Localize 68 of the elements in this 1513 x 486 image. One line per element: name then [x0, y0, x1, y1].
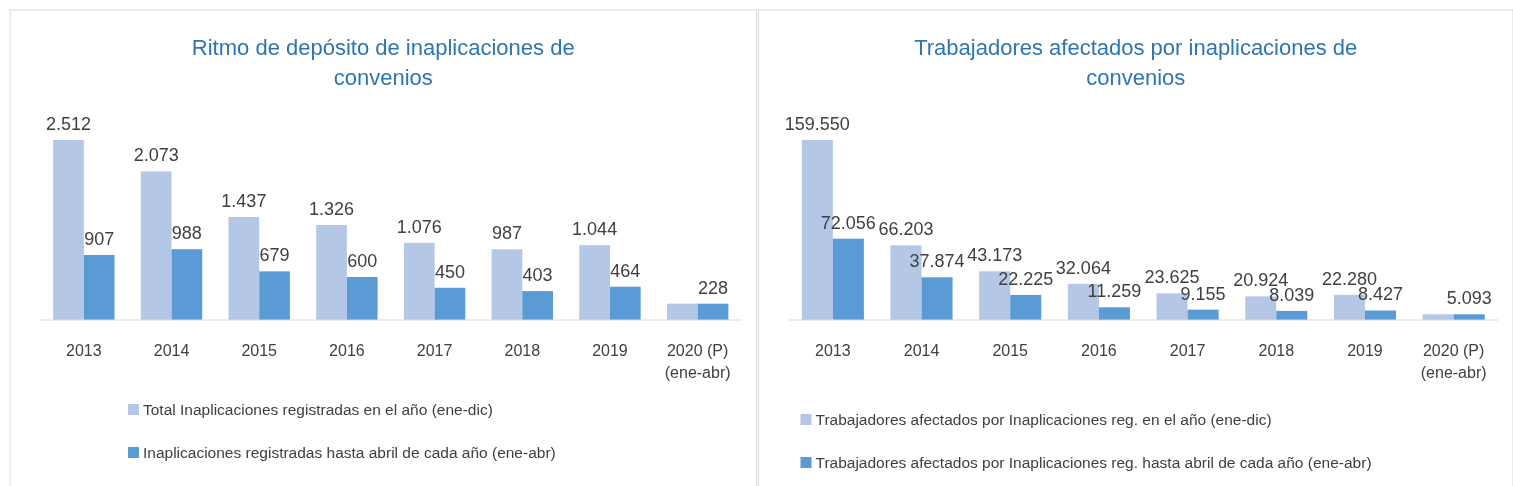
bar — [491, 249, 523, 320]
bar — [434, 287, 466, 320]
bar — [171, 249, 203, 320]
bar — [346, 277, 378, 320]
data-label: 464 — [610, 260, 641, 281]
data-label: 159.550 — [784, 114, 850, 134]
x-tick-label: 2015 — [992, 342, 1029, 359]
chart-title: Trabajadores afectados por inaplicaciones de convenios — [914, 35, 1358, 90]
x-tick-label: 2020 (P) (ene-abr) — [1420, 342, 1487, 381]
legend-label: Inaplicaciones registradas hasta abril de cada año (ene-abr) — [143, 444, 556, 461]
bar — [522, 291, 553, 320]
data-label: 1.076 — [396, 216, 442, 237]
legend-label: Total Inaplicaciones registradas en el año (ene-dic) — [143, 401, 493, 418]
data-label: 1.326 — [309, 198, 355, 219]
x-tick-label: 2019 — [592, 342, 628, 359]
data-label: 1.437 — [221, 191, 267, 212]
data-label: 43.173 — [967, 245, 1023, 266]
x-tick-label: 2017 — [1169, 342, 1206, 359]
bar — [140, 171, 172, 320]
data-label: 2.512 — [45, 114, 92, 134]
data-label: 22.225 — [998, 268, 1054, 289]
bar — [666, 303, 698, 320]
bar — [53, 140, 84, 320]
bar — [83, 255, 115, 320]
data-label: 403 — [522, 265, 553, 286]
data-label: 228 — [697, 277, 729, 298]
data-label: 32.064 — [1055, 257, 1111, 278]
x-tick-label: 2013 — [815, 342, 851, 359]
bar — [921, 277, 953, 320]
bar — [316, 224, 347, 320]
data-label: 5.093 — [1446, 288, 1492, 309]
bar — [228, 217, 260, 320]
bar — [1098, 307, 1130, 320]
data-label: 37.874 — [909, 251, 965, 272]
x-tick-label: 2017 — [416, 342, 453, 359]
data-label: 600 — [347, 251, 378, 272]
data-label: 679 — [259, 245, 290, 266]
x-tick-label: 2014 — [153, 342, 190, 359]
bar — [259, 271, 290, 320]
data-label: 66.203 — [878, 219, 934, 240]
bar — [609, 286, 641, 320]
x-tick-label: 2020 (P) (ene-abr) — [664, 342, 731, 381]
legend-label: Trabajadores afectados por Inaplicaciones reg. hasta abril de cada año (ene-abr) — [815, 454, 1372, 471]
bar — [832, 238, 864, 320]
bar — [579, 245, 610, 320]
x-tick-label: 2016 — [1081, 342, 1117, 359]
bar — [1364, 310, 1397, 320]
x-tick-label: 2018 — [1258, 342, 1295, 359]
bar — [1010, 294, 1042, 320]
x-tick-label: 2018 — [504, 342, 541, 359]
x-tick-label: 2015 — [241, 342, 278, 359]
bar — [403, 242, 435, 320]
chart-title: Ritmo de depósito de inaplicaciones de convenios — [191, 35, 575, 90]
x-tick-label: 2013 — [66, 342, 102, 359]
x-tick-label: 2014 — [903, 342, 940, 359]
data-label: 2.073 — [133, 145, 179, 166]
data-label: 11.259 — [1087, 281, 1142, 302]
legend-label: Trabajadores afectados por Inaplicaciones reg. en el año (ene-dic) — [815, 411, 1272, 428]
x-tick-label: 2016 — [329, 342, 365, 359]
data-label: 1.044 — [572, 219, 618, 240]
data-label: 450 — [434, 261, 465, 282]
data-label: 72.056 — [820, 212, 876, 233]
data-label: 987 — [491, 223, 522, 244]
data-label: 988 — [171, 223, 202, 244]
x-tick-label: 2019 — [1347, 342, 1383, 359]
bar — [697, 303, 729, 320]
data-label: 8.427 — [1357, 284, 1404, 305]
data-label: 907 — [84, 229, 115, 250]
